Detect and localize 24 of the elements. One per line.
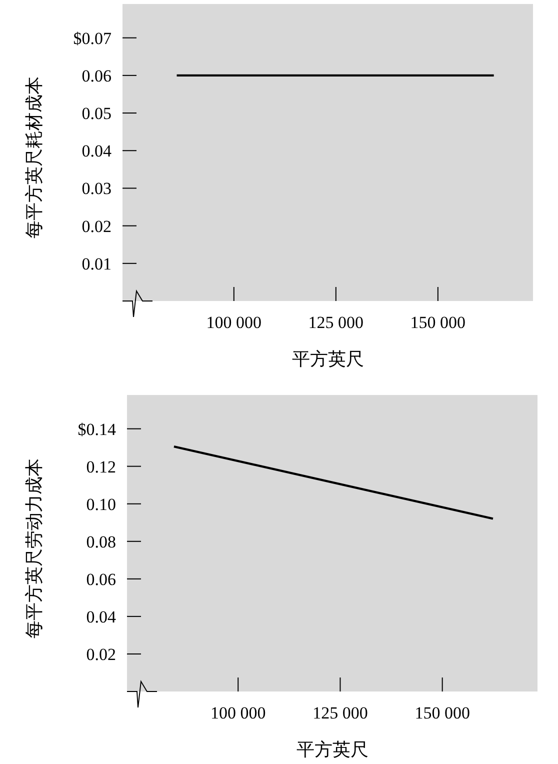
x-tick-label: 125 000: [312, 704, 368, 722]
y-axis-title: 每平方英尺耗材成本: [24, 76, 44, 238]
x-axis-title: 平方英尺: [292, 349, 364, 369]
y-tick-label: 0.01: [82, 254, 112, 274]
y-tick-label: 0.06: [86, 570, 116, 589]
y-tick-label: 0.12: [86, 457, 116, 476]
x-tick-label: 100 000: [206, 313, 262, 332]
x-axis-title: 平方英尺: [296, 740, 368, 760]
y-tick-label: 0.03: [82, 179, 112, 198]
y-tick-label: 0.04: [82, 142, 112, 161]
x-tick-label: 150 000: [410, 313, 466, 332]
y-axis-title: 每平方英尺劳动力成本: [24, 458, 44, 638]
x-tick-label: 100 000: [210, 704, 266, 722]
y-tick-label: 0.02: [86, 644, 116, 664]
y-tick-label: $0.07: [73, 28, 112, 48]
y-tick-label: 0.04: [86, 607, 116, 626]
y-tick-label: 0.05: [82, 104, 112, 124]
y-tick-label: 0.06: [82, 66, 112, 86]
y-tick-label: 0.08: [86, 532, 116, 552]
y-tick-label: 0.02: [82, 216, 112, 236]
y-tick-label: $0.14: [78, 420, 116, 439]
y-tick-label: 0.10: [86, 494, 116, 514]
x-tick-label: 150 000: [414, 704, 470, 722]
x-tick-label: 125 000: [308, 313, 364, 332]
